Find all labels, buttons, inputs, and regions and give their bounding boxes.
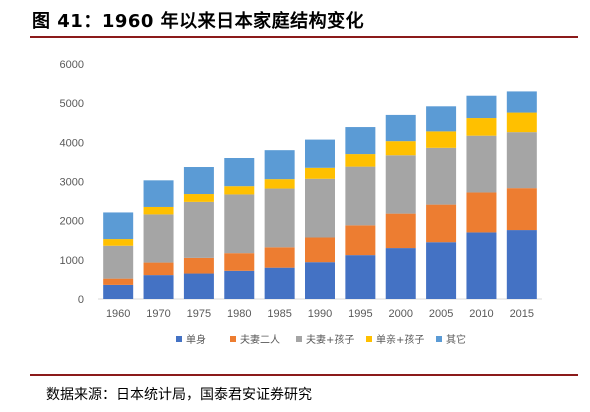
y-tick-label: 1000 bbox=[60, 255, 84, 267]
figure-title: 图 41：1960 年以来日本家庭结构变化 bbox=[32, 11, 365, 32]
bar-segment bbox=[385, 141, 416, 156]
bar-segment bbox=[143, 214, 174, 263]
bar-segment bbox=[224, 194, 255, 254]
bar-segment bbox=[345, 127, 376, 155]
bar-segment bbox=[345, 154, 376, 167]
bar-segment bbox=[466, 232, 497, 299]
legend-label: 单亲+孩子 bbox=[376, 333, 424, 346]
y-tick-label: 2000 bbox=[60, 216, 84, 228]
bar-segment bbox=[345, 255, 376, 299]
bar-segment bbox=[426, 147, 457, 205]
bar-segment bbox=[224, 186, 255, 195]
x-tick-label: 2000 bbox=[388, 308, 412, 320]
bar-segment bbox=[305, 139, 335, 168]
legend-swatch bbox=[436, 336, 442, 342]
bar-segment bbox=[385, 155, 416, 214]
bar-segment bbox=[264, 179, 295, 189]
x-tick-label: 2010 bbox=[469, 308, 493, 320]
bar-segment bbox=[506, 112, 537, 133]
bar-segment bbox=[385, 248, 416, 299]
bar-segment bbox=[103, 278, 134, 285]
x-tick-label: 1985 bbox=[267, 308, 291, 320]
bar-segment bbox=[103, 284, 134, 299]
bar-segment bbox=[466, 118, 497, 136]
title-rule bbox=[30, 36, 578, 38]
x-tick-label: 1975 bbox=[187, 308, 211, 320]
bar-segment bbox=[466, 192, 497, 233]
bar-segment bbox=[426, 131, 457, 148]
legend-label: 单身 bbox=[186, 333, 206, 346]
bar-segment bbox=[264, 150, 295, 180]
bar-segment bbox=[426, 242, 457, 299]
y-axis-ticks: 0 1000 2000 3000 4000 5000 6000 bbox=[60, 59, 84, 306]
bar-segment bbox=[224, 270, 255, 299]
bar-segment bbox=[506, 91, 537, 113]
bar-segment bbox=[103, 239, 134, 246]
bar-segment bbox=[183, 167, 214, 195]
x-tick-label: 2005 bbox=[429, 308, 453, 320]
bar-segment bbox=[305, 167, 335, 179]
bar-segment bbox=[506, 132, 537, 189]
bar-segment bbox=[305, 262, 335, 299]
x-tick-label: 1990 bbox=[308, 308, 332, 320]
bar-segment bbox=[143, 275, 174, 299]
y-tick-label: 5000 bbox=[60, 98, 84, 110]
bar-segment bbox=[103, 212, 134, 240]
x-axis-ticks: 1960 1970 1975 1980 1985 1990 1995 2000 2005 2010… bbox=[106, 308, 534, 320]
legend: 单身 夫妻二人 夫妻+孩子 单亲+孩子 其它 bbox=[176, 333, 466, 346]
x-tick-label: 1970 bbox=[146, 308, 170, 320]
bar-segment bbox=[506, 230, 537, 299]
legend-swatch bbox=[296, 336, 302, 342]
source-rule bbox=[30, 374, 578, 376]
bar-segment bbox=[224, 158, 255, 187]
legend-label: 夫妻+孩子 bbox=[306, 333, 354, 346]
bar-segment bbox=[183, 257, 214, 274]
y-tick-label: 6000 bbox=[60, 59, 84, 71]
bar-segment bbox=[183, 194, 214, 202]
bar-segment bbox=[426, 106, 457, 132]
bar-segment bbox=[345, 225, 376, 256]
y-tick-label: 4000 bbox=[60, 137, 84, 149]
legend-swatch bbox=[230, 336, 236, 342]
bar-segment bbox=[103, 245, 134, 279]
bar-segment bbox=[224, 253, 255, 271]
y-tick-label: 3000 bbox=[60, 177, 84, 189]
x-tick-label: 1960 bbox=[106, 308, 130, 320]
bar-segment bbox=[143, 206, 174, 215]
bar-segment bbox=[143, 262, 174, 276]
bar-segment bbox=[506, 188, 537, 231]
x-tick-label: 2015 bbox=[510, 308, 534, 320]
legend-swatch bbox=[176, 336, 182, 342]
bar-segment bbox=[466, 95, 497, 119]
bar-segment bbox=[345, 166, 376, 226]
y-tick-label: 0 bbox=[78, 294, 84, 306]
bar-segment bbox=[143, 180, 174, 207]
bar-segment bbox=[385, 213, 416, 249]
legend-label: 夫妻二人 bbox=[240, 333, 280, 346]
bar-segment bbox=[264, 247, 295, 268]
bar-segment bbox=[183, 273, 214, 299]
bar-segment bbox=[305, 178, 335, 238]
bar-segment bbox=[264, 188, 295, 248]
bar-segment bbox=[466, 135, 497, 193]
bar-segment bbox=[183, 201, 214, 258]
source-note: 数据来源：日本统计局，国泰君安证券研究 bbox=[46, 387, 312, 403]
legend-label: 其它 bbox=[446, 333, 466, 346]
bar-segment bbox=[385, 114, 416, 142]
bar-segment bbox=[426, 204, 457, 243]
legend-swatch bbox=[366, 336, 372, 342]
bar-segment bbox=[305, 237, 335, 263]
x-tick-label: 1980 bbox=[227, 308, 251, 320]
bar-segment bbox=[264, 267, 295, 299]
x-tick-label: 1995 bbox=[348, 308, 372, 320]
bar-stacks bbox=[103, 91, 537, 299]
